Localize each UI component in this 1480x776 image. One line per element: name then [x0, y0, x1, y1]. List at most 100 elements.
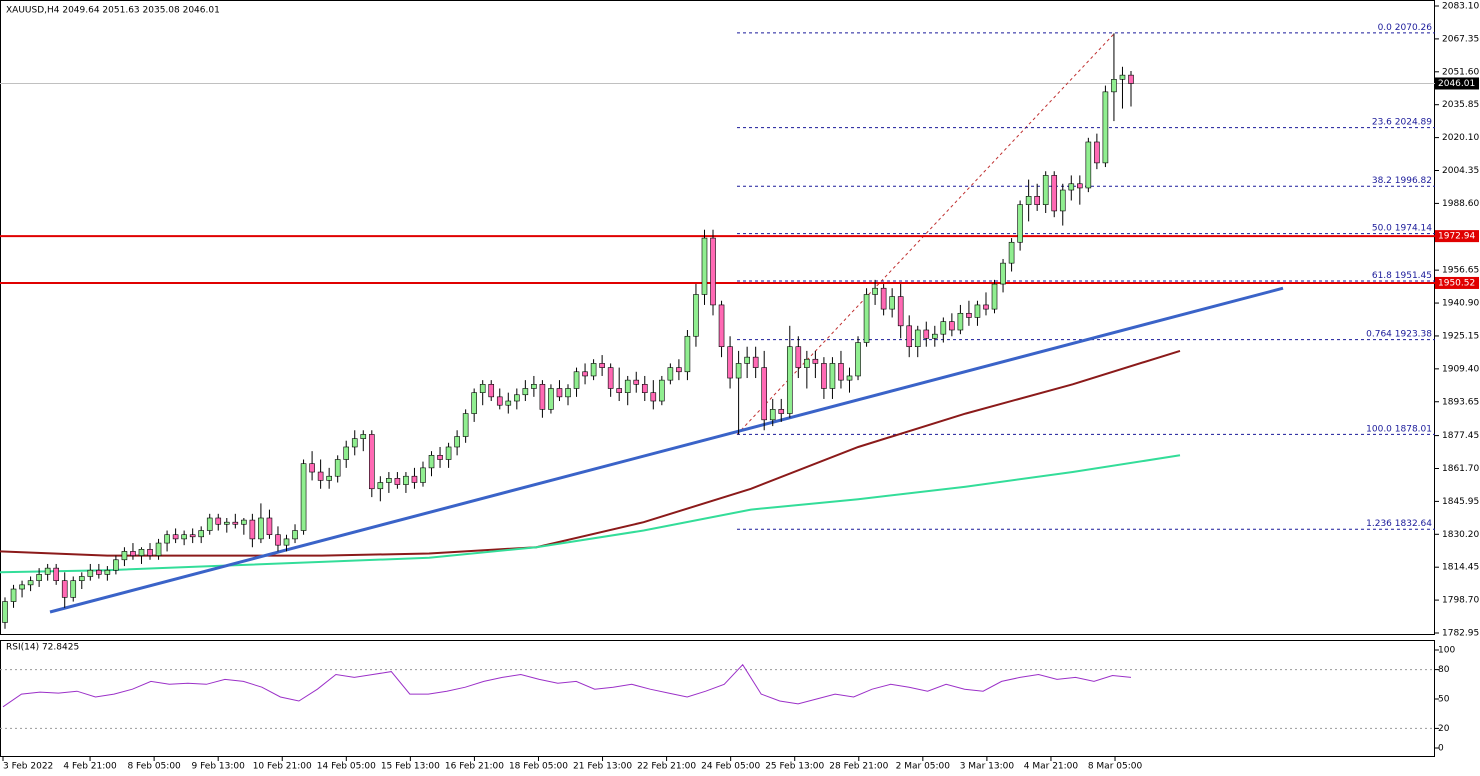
candle-body [769, 409, 776, 421]
candle-body [275, 534, 281, 546]
fib-label: 61.8 1951.45 [1372, 271, 1432, 281]
candle-body [957, 312, 964, 331]
candle-body [710, 237, 716, 306]
price-panel [0, 0, 1435, 635]
candle-body [906, 325, 913, 348]
candle-body [283, 538, 290, 546]
candle-body [258, 517, 264, 540]
candle-body [505, 400, 512, 406]
candle-body [880, 287, 887, 310]
current-price-label: 2046.01 [1438, 79, 1475, 89]
candle-body [223, 521, 230, 525]
candle-body [1128, 74, 1134, 84]
rsi-tick-label: 20 [1438, 724, 1450, 734]
y-tick-label: 1925.15 [1442, 331, 1479, 341]
y-tick-label: 1798.70 [1442, 596, 1479, 606]
fib-price-label: 1832.64 [1395, 519, 1432, 529]
candle-body [428, 455, 435, 469]
candle-body [411, 475, 418, 483]
candle-body [650, 392, 657, 402]
candle-body [78, 576, 85, 581]
candle-body [70, 580, 77, 598]
y-tick-label: 1909.40 [1442, 364, 1479, 374]
candle-body [727, 346, 733, 379]
candle-body [1119, 74, 1126, 80]
candle-body [164, 534, 170, 544]
current-price-tag [1435, 77, 1479, 90]
candle-body [206, 517, 213, 531]
y-tick-label: 2051.60 [1442, 67, 1479, 77]
candle-body [454, 436, 460, 448]
candle-body [386, 478, 392, 483]
candle-body [778, 409, 785, 414]
x-tick-label: 24 Feb 05:00 [701, 762, 760, 772]
candle-body [351, 438, 358, 448]
resistance-tag [1435, 276, 1479, 289]
candle-body [659, 379, 665, 402]
candle-body [735, 363, 742, 379]
candle-body [343, 446, 350, 460]
candle-body [462, 413, 469, 437]
candle-body [334, 459, 341, 477]
candle-body [96, 569, 102, 575]
candle-body [914, 329, 921, 348]
candle-body [172, 534, 179, 540]
y-tick-label: 1814.45 [1442, 563, 1479, 573]
x-tick-label: 9 Feb 13:00 [192, 762, 246, 772]
candle-body [1042, 175, 1049, 205]
candle-body [556, 388, 563, 398]
candle-body [923, 329, 930, 339]
x-tick-label: 25 Feb 13:00 [765, 762, 824, 772]
candle-body [539, 384, 546, 410]
fib-level-label: 1.236 [1366, 519, 1392, 529]
candle-body [155, 542, 162, 556]
candle-body [420, 467, 426, 483]
moving-average [0, 349, 1181, 557]
fib-label: 23.6 2024.89 [1372, 117, 1432, 127]
candle-body [215, 517, 222, 525]
candle-body [897, 296, 904, 327]
fib-level-label: 61.8 [1372, 271, 1392, 281]
y-tick-label: 2067.35 [1442, 34, 1479, 44]
candle-body [309, 463, 315, 473]
y-tick-label: 1893.65 [1442, 397, 1479, 407]
y-tick-label: 2020.10 [1442, 133, 1479, 143]
candle-body [36, 574, 42, 581]
fib-price-label: 2024.89 [1395, 117, 1432, 127]
resistance-tag [1435, 230, 1479, 243]
candle-body [369, 434, 375, 490]
fib-level-label: 50.0 [1372, 223, 1392, 233]
candle-body [676, 367, 682, 373]
candle-body [693, 294, 699, 337]
candle-body [522, 388, 529, 396]
x-tick-label: 10 Feb 21:00 [253, 762, 312, 772]
y-tick-label: 1956.65 [1442, 266, 1479, 276]
candle-body [624, 379, 631, 393]
x-tick-label: 18 Feb 05:00 [509, 762, 568, 772]
candle-body [104, 569, 111, 575]
x-tick-label: 4 Mar 21:00 [1024, 762, 1079, 772]
candle-body [599, 363, 605, 368]
candle-body [889, 296, 895, 310]
x-tick-label: 2 Mar 05:00 [896, 762, 951, 772]
x-tick-label: 8 Feb 05:00 [127, 762, 181, 772]
candle-body [582, 371, 588, 377]
candle-body [249, 519, 256, 540]
candle-body [1000, 262, 1006, 285]
candle-body [292, 530, 298, 540]
y-tick-label: 1861.70 [1442, 464, 1479, 474]
candle-body [1085, 141, 1092, 189]
x-tick-label: 3 Mar 13:00 [960, 762, 1015, 772]
candle-body [496, 396, 503, 406]
fib-level-label: 38.2 [1372, 176, 1392, 186]
fib-level-label: 0.0 [1378, 22, 1393, 32]
candle-body [1017, 204, 1023, 243]
candle-body [991, 283, 998, 310]
x-tick-label: 14 Feb 05:00 [317, 762, 376, 772]
candle-body [786, 346, 793, 414]
candle-body [87, 569, 94, 577]
y-tick-label: 2035.85 [1442, 100, 1479, 110]
candle-body [437, 455, 443, 460]
candle-body [744, 356, 750, 364]
